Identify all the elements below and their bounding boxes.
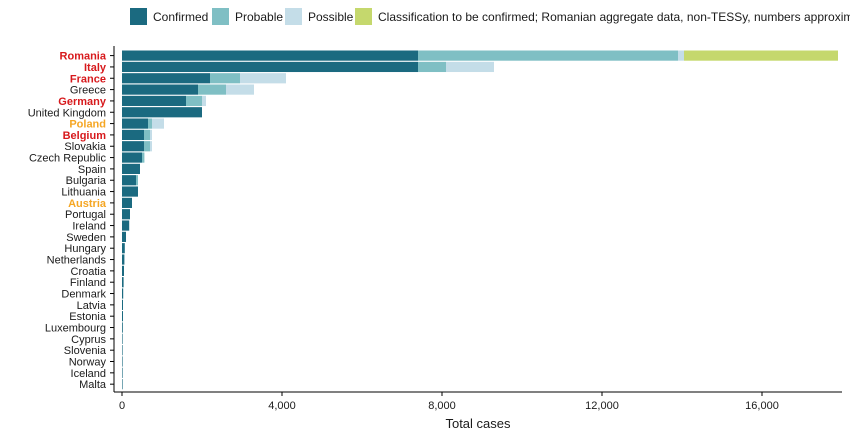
bar-germany-possible — [202, 95, 206, 107]
legend-label-1: Probable — [235, 10, 283, 24]
bar-luxembourg-confirmed — [122, 322, 123, 333]
bar-belgium-confirmed — [122, 129, 144, 141]
legend-swatch-2 — [285, 8, 302, 25]
bar-poland-possible — [152, 118, 164, 129]
category-label-latvia: Latvia — [77, 300, 107, 312]
bar-norway-confirmed — [122, 356, 123, 367]
bar-czech-republic-confirmed — [122, 152, 142, 163]
bar-iceland-confirmed — [122, 367, 123, 378]
category-label-czech-republic: Czech Republic — [29, 153, 107, 165]
bar-lithuania-confirmed — [122, 186, 138, 197]
bar-spain-confirmed — [122, 163, 140, 174]
bar-sweden-confirmed — [122, 231, 126, 242]
bar-malta-confirmed — [122, 379, 123, 390]
bar-netherlands-confirmed — [122, 254, 125, 265]
bar-italy-possible — [446, 61, 494, 73]
category-label-slovakia: Slovakia — [64, 141, 106, 153]
bar-finland-confirmed — [122, 277, 124, 288]
category-label-bulgaria: Bulgaria — [66, 175, 107, 187]
category-label-portugal: Portugal — [65, 209, 106, 221]
bar-romania-confirmed — [122, 50, 418, 61]
category-label-estonia: Estonia — [69, 311, 107, 323]
bar-united-kingdom-confirmed — [122, 107, 202, 118]
bar-italy-probable — [418, 61, 446, 73]
legend-label-2: Possible — [308, 10, 354, 24]
bar-greece-possible — [226, 84, 254, 95]
x-tick-label: 8,000 — [428, 400, 456, 412]
x-tick-label: 12,000 — [585, 400, 619, 412]
bar-hungary-confirmed — [122, 243, 125, 254]
category-label-hungary: Hungary — [64, 243, 106, 255]
bar-slovakia-possible — [150, 141, 152, 152]
bar-estonia-confirmed — [122, 311, 123, 322]
category-label-poland: Poland — [69, 119, 106, 131]
x-tick-label: 0 — [119, 400, 125, 412]
bar-greece-probable — [198, 84, 226, 95]
category-label-cyprus: Cyprus — [71, 334, 106, 346]
category-label-austria: Austria — [68, 198, 107, 210]
bar-cyprus-confirmed — [122, 333, 123, 344]
bar-romania-possible — [678, 50, 684, 61]
bar-greece-confirmed — [122, 84, 198, 95]
bar-italy-confirmed — [122, 61, 418, 73]
bar-croatia-confirmed — [122, 265, 124, 276]
bar-bulgaria-probable — [136, 175, 138, 186]
bar-poland-probable — [148, 118, 152, 129]
axes — [113, 46, 842, 393]
x-axis-ticks: 0 4,000 8,000 12,000 16,000 — [119, 392, 779, 412]
bar-belgium-possible — [150, 129, 152, 141]
bar-germany-probable — [186, 95, 202, 107]
bar-germany-confirmed — [122, 95, 186, 107]
bar-slovakia-confirmed — [122, 141, 144, 152]
category-label-greece: Greece — [70, 85, 106, 97]
bar-ireland-confirmed — [122, 220, 130, 231]
category-label-malta: Malta — [79, 379, 107, 391]
x-axis-title: Total cases — [445, 416, 511, 431]
bar-belgium-probable — [144, 129, 150, 141]
category-label-denmark: Denmark — [61, 289, 106, 301]
bar-romania-classification — [684, 50, 838, 61]
category-label-norway: Norway — [69, 357, 107, 369]
bar-poland-confirmed — [122, 118, 148, 129]
x-tick-label: 16,000 — [745, 400, 779, 412]
legend-label-3: Classification to be confirmed; Romanian… — [378, 10, 850, 24]
category-label-croatia: Croatia — [71, 266, 107, 278]
category-label-romania: Romania — [60, 51, 107, 63]
bar-latvia-confirmed — [122, 299, 123, 310]
bar-czech-republic-probable — [142, 152, 145, 163]
bar-austria-confirmed — [122, 197, 132, 208]
category-label-spain: Spain — [78, 164, 106, 176]
category-label-united-kingdom: United Kingdom — [28, 107, 106, 119]
category-label-iceland: Iceland — [71, 368, 106, 380]
legend-swatch-1 — [212, 8, 229, 25]
bar-slovenia-confirmed — [122, 345, 123, 356]
category-label-netherlands: Netherlands — [47, 255, 107, 267]
legend-label-0: Confirmed — [153, 10, 208, 24]
bar-france-confirmed — [122, 73, 210, 84]
legend: Confirmed Probable Possible Classification … — [130, 8, 850, 25]
category-label-finland: Finland — [70, 277, 106, 289]
bar-romania-probable — [418, 50, 678, 61]
bar-france-probable — [210, 73, 240, 84]
category-label-germany: Germany — [58, 96, 107, 108]
legend-swatch-3 — [355, 8, 372, 25]
category-label-slovenia: Slovenia — [64, 345, 107, 357]
bars — [122, 50, 838, 390]
category-label-luxembourg: Luxembourg — [45, 323, 106, 335]
category-label-sweden: Sweden — [66, 232, 106, 244]
category-label-france: France — [70, 73, 106, 85]
bar-bulgaria-confirmed — [122, 175, 136, 186]
category-label-ireland: Ireland — [72, 221, 106, 233]
x-tick-label: 4,000 — [268, 400, 296, 412]
bar-denmark-confirmed — [122, 288, 124, 299]
bar-france-possible — [240, 73, 286, 84]
bar-slovakia-probable — [144, 141, 150, 152]
category-label-lithuania: Lithuania — [61, 187, 107, 199]
category-label-italy: Italy — [84, 62, 107, 74]
bar-portugal-confirmed — [122, 209, 130, 220]
legend-swatch-0 — [130, 8, 147, 25]
category-label-belgium: Belgium — [63, 130, 107, 142]
